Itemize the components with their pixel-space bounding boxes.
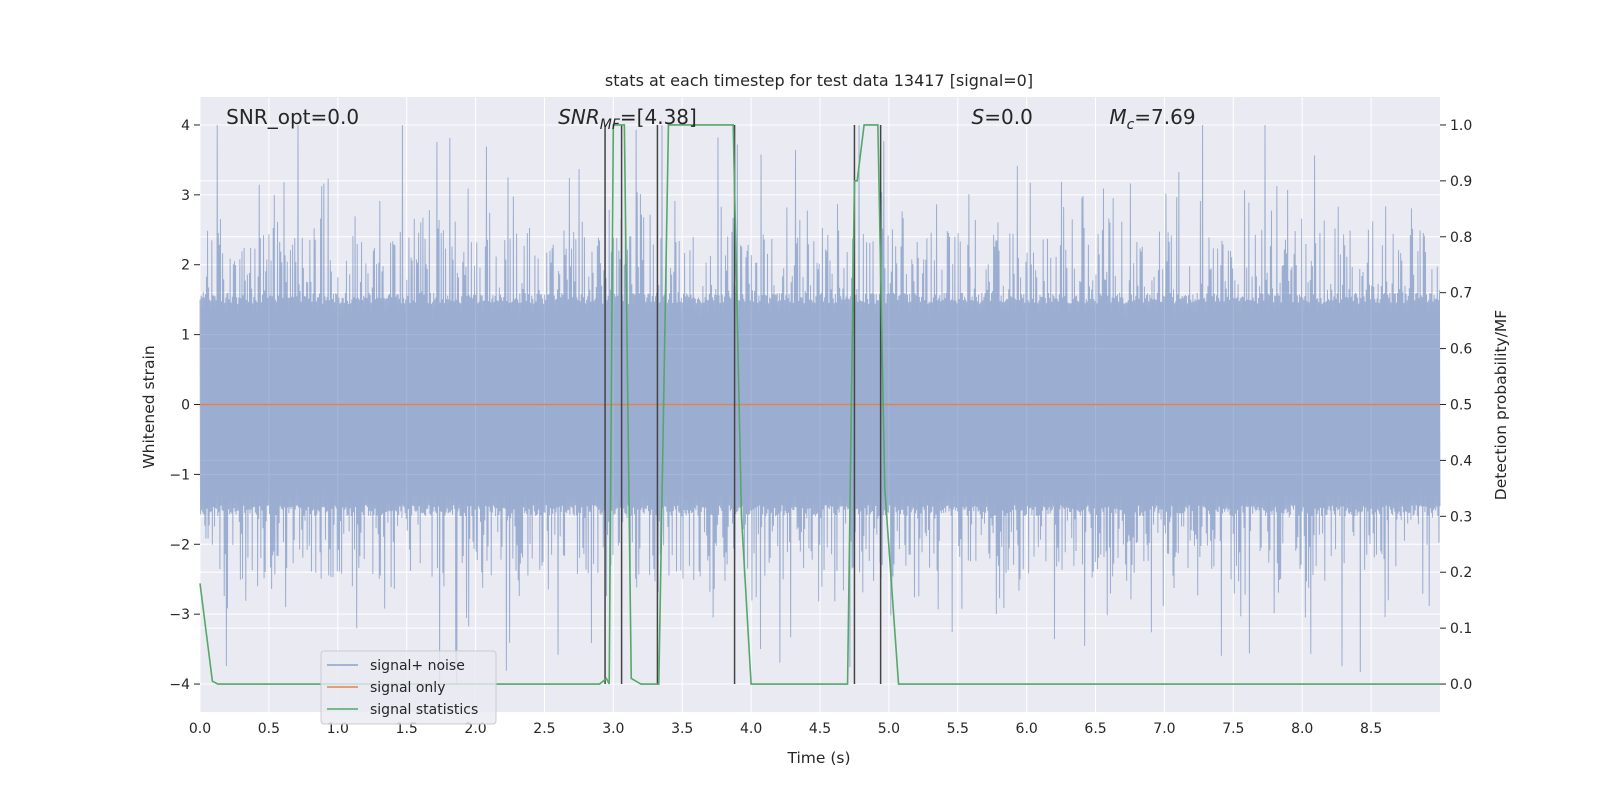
annotation-symbol: M bbox=[1109, 105, 1126, 129]
y-right-tick-label: 0.2 bbox=[1450, 565, 1472, 581]
y-right-tick-layer: 0.0 0.1 0.2 0.3 0.4 0.5 0.6 0.7 0.8 0.9 1.0 bbox=[1440, 118, 1472, 693]
statistics-line bbox=[199, 124, 1440, 685]
x-tick-label: 2.0 bbox=[464, 721, 486, 737]
noise-series-line bbox=[199, 124, 1441, 685]
vline-layer bbox=[604, 124, 882, 685]
x-tick-label: 6.5 bbox=[1084, 721, 1106, 737]
y-right-tick-label: 0.4 bbox=[1450, 453, 1472, 469]
x-tick-label: 0.5 bbox=[258, 721, 280, 737]
legend-label-signal-only: signal only bbox=[370, 680, 445, 696]
statistics-series-layer bbox=[199, 124, 1440, 685]
x-tick-label: 5.0 bbox=[878, 721, 900, 737]
y-right-tick-label: 0.5 bbox=[1450, 398, 1472, 414]
y-left-tick-label: 1 bbox=[181, 328, 190, 344]
y-left-tick-label: −1 bbox=[169, 467, 190, 483]
y-right-tick-label: 0.7 bbox=[1450, 286, 1472, 302]
y-axis-label-right: Detection probability/MF bbox=[1492, 310, 1510, 501]
x-tick-layer: 0.0 0.5 1.0 1.5 2.0 2.5 3.0 3.5 4.0 4.5 5.0 5.5 6.0 6… bbox=[189, 721, 1382, 737]
x-tick-label: 3.0 bbox=[602, 721, 624, 737]
y-left-tick-layer: −4 −3 −2 −1 0 1 2 3 4 bbox=[169, 118, 200, 693]
y-left-tick-label: −3 bbox=[169, 607, 190, 623]
annotation-subscript: MF bbox=[600, 117, 621, 133]
y-right-tick-label: 0.0 bbox=[1450, 677, 1472, 693]
y-right-tick-label: 0.8 bbox=[1450, 230, 1472, 246]
x-tick-label: 5.5 bbox=[947, 721, 969, 737]
annotation-subscript: c bbox=[1127, 117, 1135, 133]
chart-title: stats at each timestep for test data 134… bbox=[605, 71, 1033, 90]
y-left-tick-label: 2 bbox=[181, 258, 190, 274]
legend: signal+ noise signal only signal statist… bbox=[320, 650, 497, 725]
x-tick-label: 0.0 bbox=[189, 721, 211, 737]
x-tick-label: 4.5 bbox=[809, 721, 831, 737]
y-right-tick-label: 0.3 bbox=[1450, 509, 1472, 525]
annotation-value: =0.0 bbox=[984, 105, 1033, 129]
x-tick-label: 7.0 bbox=[1153, 721, 1175, 737]
annotation-value: =[4.38] bbox=[620, 105, 697, 129]
x-tick-label: 6.0 bbox=[1016, 721, 1038, 737]
y-left-tick-label: 3 bbox=[181, 188, 190, 204]
legend-label-noise: signal+ noise bbox=[370, 658, 465, 674]
annotation-layer: SNR_opt=0.0 SNRMF=[4.38] S=0.0 Mc=7.69 bbox=[226, 105, 1195, 133]
x-tick-label: 8.5 bbox=[1360, 721, 1382, 737]
y-axis-label-left: Whitened strain bbox=[140, 345, 158, 468]
y-right-tick-label: 1.0 bbox=[1450, 118, 1472, 134]
x-tick-label: 1.5 bbox=[396, 721, 418, 737]
x-tick-label: 7.5 bbox=[1222, 721, 1244, 737]
y-right-tick-label: 0.1 bbox=[1450, 621, 1472, 637]
x-axis-label: Time (s) bbox=[786, 749, 850, 767]
x-tick-label: 8.0 bbox=[1291, 721, 1313, 737]
y-right-tick-label: 0.6 bbox=[1450, 342, 1472, 358]
y-left-tick-label: 4 bbox=[181, 118, 190, 134]
annotation-text: Mc=7.69 bbox=[1109, 105, 1195, 133]
y-left-tick-label: −4 bbox=[169, 677, 190, 693]
noise-series-layer bbox=[199, 124, 1441, 685]
y-left-tick-label: 0 bbox=[181, 398, 190, 414]
annotation-text: S=0.0 bbox=[972, 105, 1033, 129]
y-left-tick-label: −2 bbox=[169, 537, 190, 553]
legend-box bbox=[320, 650, 497, 725]
x-tick-label: 1.0 bbox=[327, 721, 349, 737]
annotation-text: SNRMF=[4.38] bbox=[558, 105, 697, 133]
legend-label-statistics: signal statistics bbox=[370, 702, 478, 718]
annotation-symbol: S bbox=[972, 105, 985, 129]
annotation-value: =7.69 bbox=[1134, 105, 1195, 129]
x-tick-label: 4.0 bbox=[740, 721, 762, 737]
x-tick-label: 3.5 bbox=[671, 721, 693, 737]
annotation-text: SNR_opt=0.0 bbox=[226, 105, 359, 129]
x-tick-label: 2.5 bbox=[533, 721, 555, 737]
annotation-symbol: SNR bbox=[558, 105, 600, 129]
y-right-tick-label: 0.9 bbox=[1450, 174, 1472, 190]
